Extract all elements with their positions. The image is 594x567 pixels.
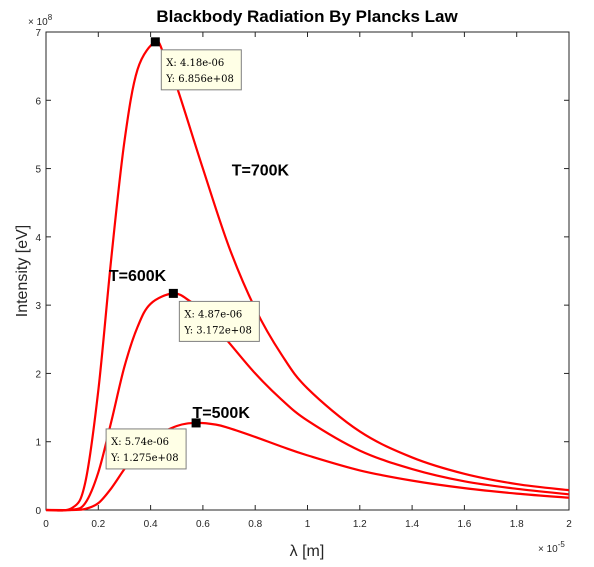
x-tick-label: 0.6 (196, 519, 210, 530)
x-tick-label: 2 (566, 519, 572, 530)
y-tick-label: 5 (35, 165, 41, 176)
x-exponent-power: -5 (558, 540, 566, 549)
x-tick-label: 0.4 (144, 519, 158, 530)
curve-label-3: T=500K (193, 405, 251, 422)
datatip-x-text: X: 5.74e-06 (111, 437, 169, 448)
y-tick-label: 3 (35, 301, 41, 312)
datatip-y-text: Y: 3.172e+08 (183, 325, 252, 336)
datatip-2: X: 4.87e-06 Y: 3.172e+08 (168, 288, 260, 342)
y-exponent-label: × 108 (28, 13, 53, 28)
series-line-3 (45, 421, 570, 512)
y-exponent-power: 8 (48, 13, 53, 22)
datatip-marker (168, 288, 178, 298)
x-tick-label: 0.8 (248, 519, 262, 530)
datatip-box (178, 300, 260, 342)
x-exponent-base: × 10 (538, 544, 558, 555)
datatip-y-text: Y: 1.275e+08 (110, 453, 179, 464)
curve-label-2: T=600K (109, 268, 167, 285)
chart-title: Blackbody Radiation By Plancks Law (156, 7, 458, 26)
series-line-1 (45, 40, 570, 512)
y-tick-label: 7 (35, 28, 41, 39)
y-tick-label: 4 (35, 233, 41, 244)
axis-ticks: 0 0.2 0.4 0.6 0.8 1 1.2 1.4 1.6 1.8 2 0 1 2 3 4 5 6 7 (35, 28, 572, 530)
y-tick-label: 6 (35, 96, 41, 107)
datatip-3: X: 5.74e-06 Y: 1.275e+08 (105, 418, 201, 470)
datatip-x-text: X: 4.87e-06 (184, 309, 242, 320)
x-exponent-label: × 10-5 (538, 540, 565, 555)
x-tick-label: 1.2 (353, 519, 367, 530)
curve-labels: T=700K T=600K T=500K (109, 162, 290, 421)
datatip-box (105, 428, 187, 470)
datatip-marker (191, 418, 201, 428)
y-tick-label: 0 (35, 506, 41, 517)
y-exponent-base: × 10 (28, 17, 48, 28)
x-tick-label: 1.4 (405, 519, 419, 530)
datatip-x-text: X: 4.18e-06 (166, 58, 224, 69)
datatip-marker (150, 37, 160, 47)
x-tick-label: 1.8 (510, 519, 524, 530)
x-tick-label: 0.2 (91, 519, 105, 530)
curve-label-1: T=700K (232, 162, 290, 179)
datatip-1: X: 4.18e-06 Y: 6.856e+08 (150, 37, 242, 91)
datatips: X: 4.18e-06 Y: 6.856e+08 X: 4.87e-06 Y: 3.1… (105, 37, 260, 470)
datatip-box (160, 49, 242, 91)
y-axis-label: Intensity [eV] (14, 225, 31, 318)
datatip-y-text: Y: 6.856e+08 (165, 74, 234, 85)
x-tick-label: 0 (43, 519, 49, 530)
y-tick-label: 2 (35, 369, 41, 380)
x-tick-label: 1.6 (457, 519, 471, 530)
y-tick-label: 1 (35, 438, 41, 449)
x-tick-label: 1 (305, 519, 311, 530)
x-axis-label: λ [m] (290, 543, 325, 560)
